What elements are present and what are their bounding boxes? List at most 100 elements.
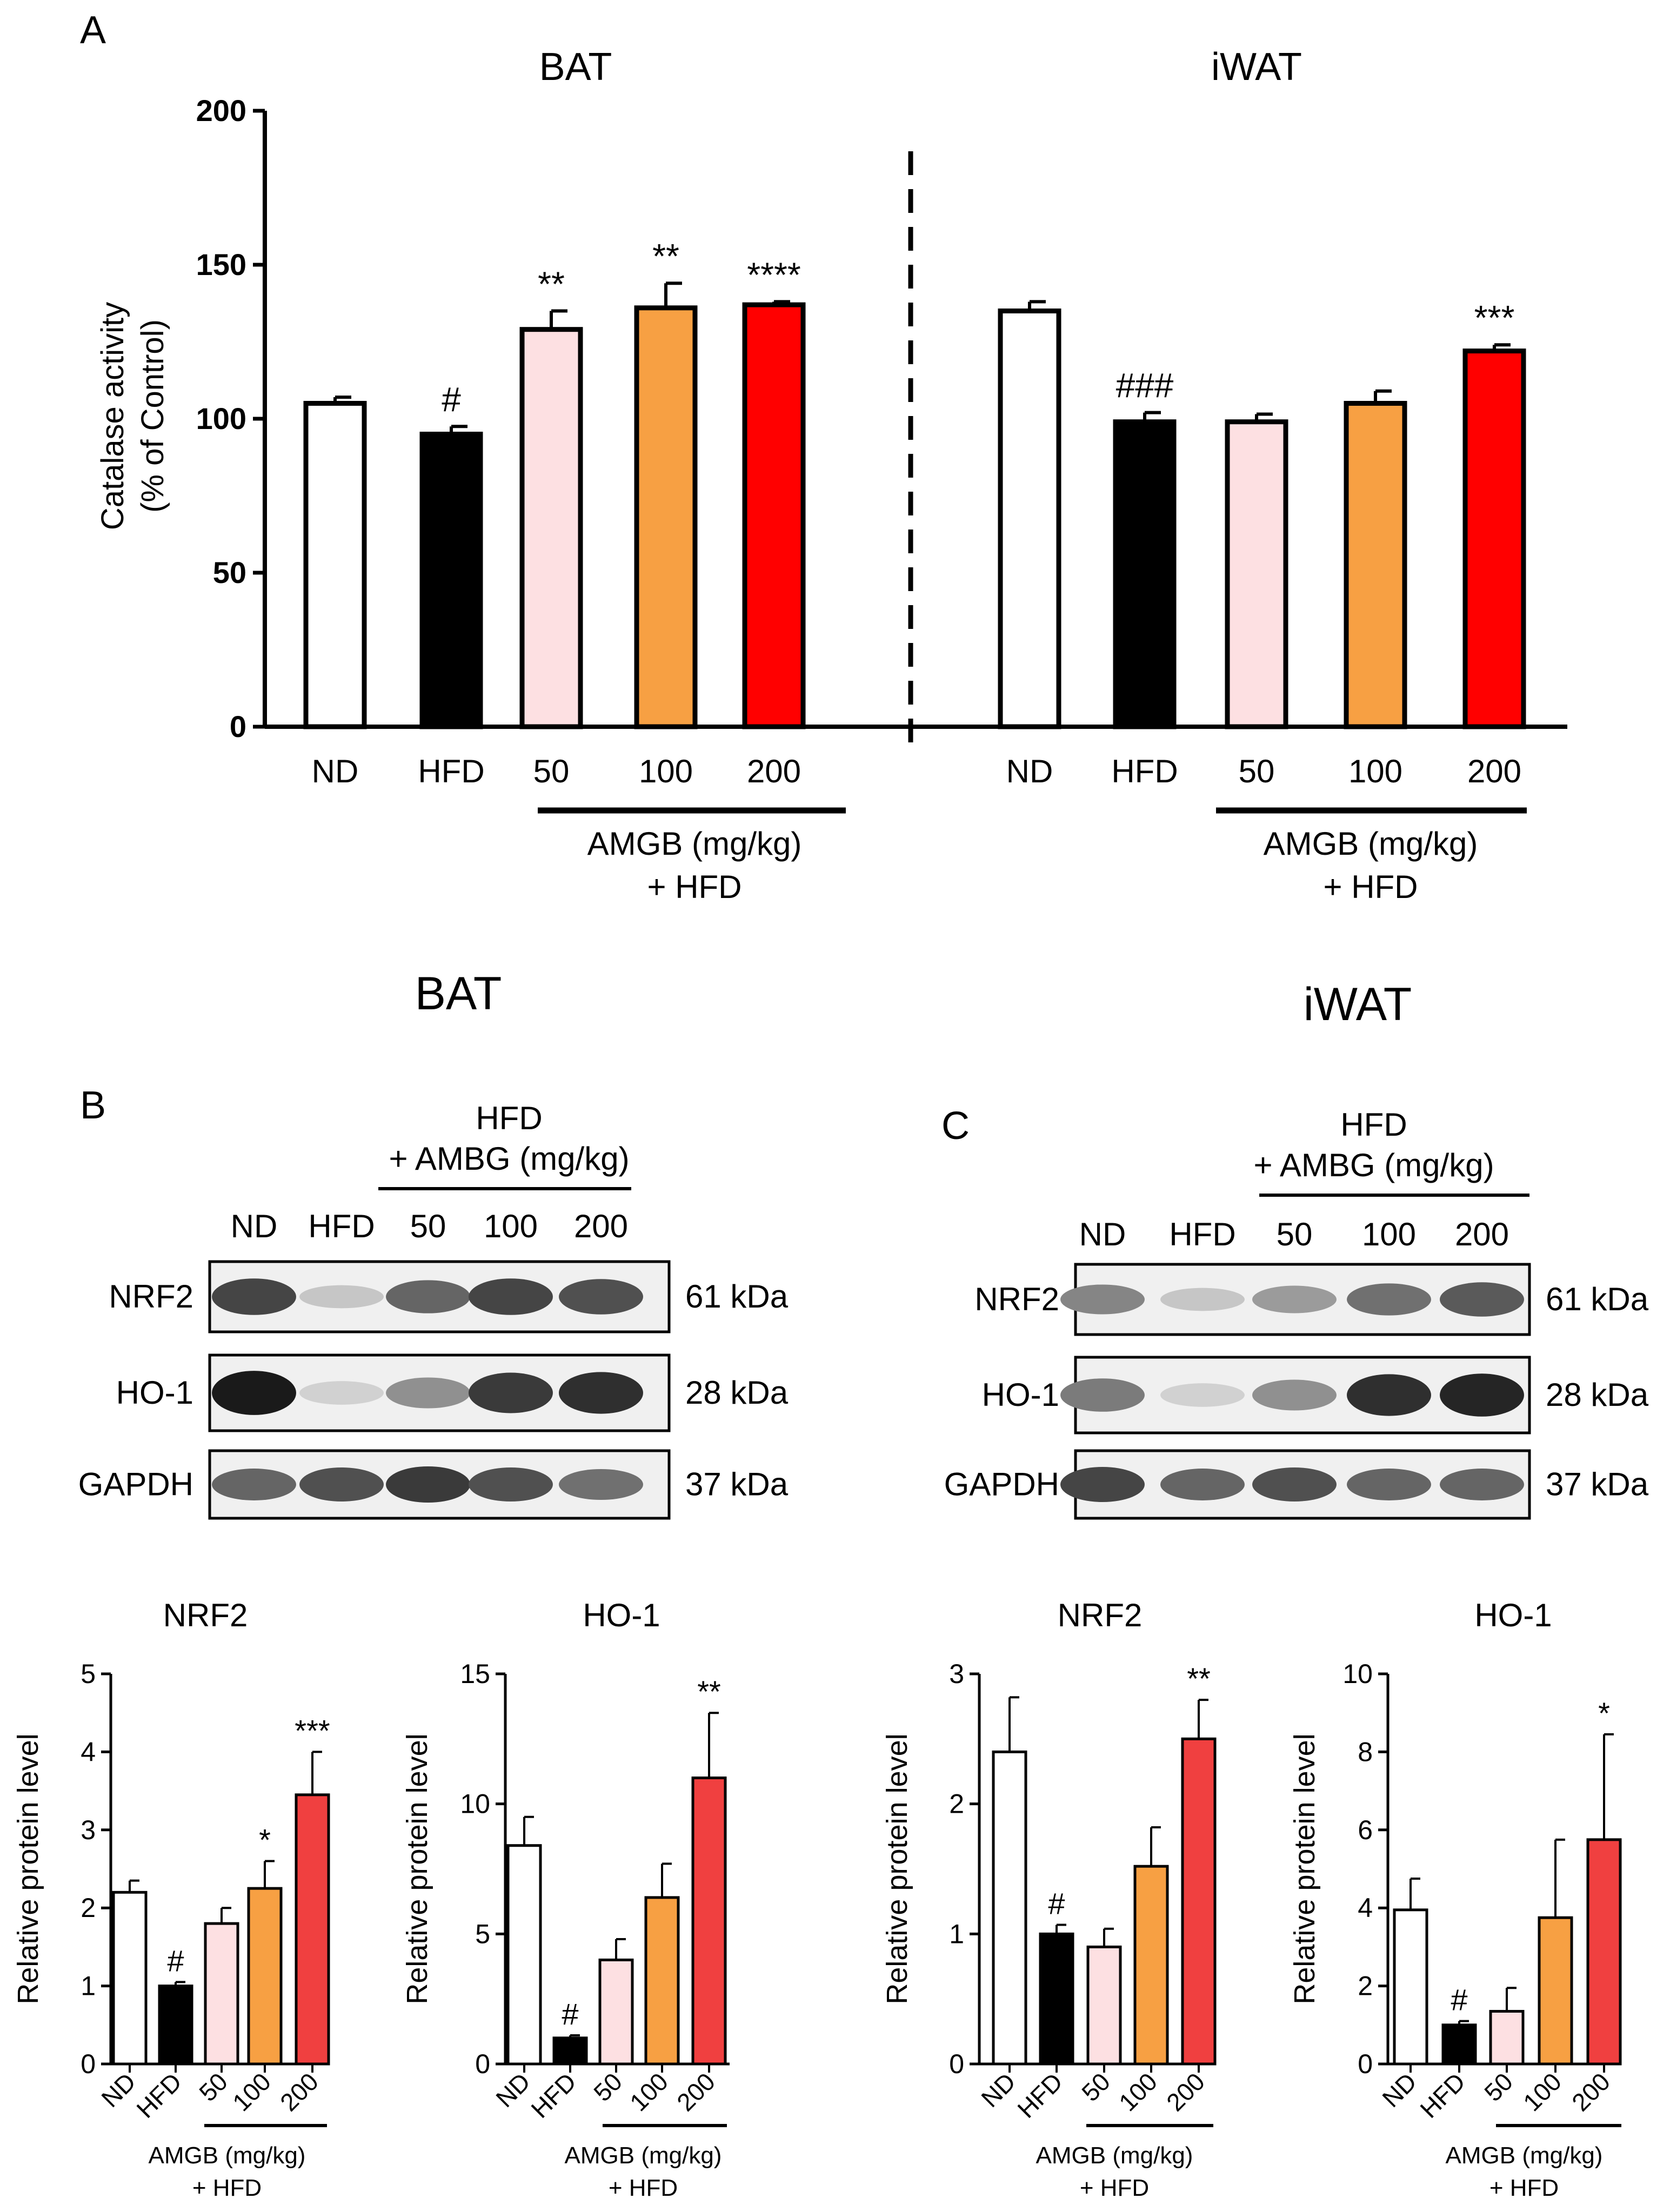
panel-a-bat-title: BAT [539, 45, 612, 89]
blot-band [1252, 1285, 1337, 1313]
group-label-line2: + HFD [1489, 2175, 1559, 2201]
significance-label: # [442, 380, 461, 419]
x-tick-label: 200 [747, 753, 801, 789]
bar-B-HO-1-ND [506, 1844, 542, 2066]
blot-lane-label: 50 [410, 1208, 446, 1244]
x-tick-label: 50 [193, 2067, 233, 2107]
blot-lane-label: HFD [308, 1208, 375, 1244]
panel-a-bat-group-label-line1: AMGB (mg/kg) [587, 826, 802, 862]
significance-label: * [259, 1823, 271, 1857]
panel-letter-a: A [80, 9, 106, 52]
blot-band [1252, 1379, 1337, 1411]
chart-y-tick-label: 0 [475, 2049, 490, 2079]
x-tick-label: 50 [1239, 753, 1275, 789]
x-tick-label: 100 [227, 2067, 276, 2116]
x-tick-label: 200 [275, 2067, 324, 2116]
bar-A-iWAT-HFD [1113, 419, 1177, 729]
x-tick-label: 200 [1467, 753, 1521, 789]
blot-band [469, 1278, 553, 1315]
blot-band [386, 1280, 470, 1313]
chart-y-tick-label: 10 [1342, 1659, 1373, 1689]
bar-B-HO-1-200 [691, 1777, 727, 2066]
chart-y-tick-label: 2 [949, 1789, 964, 1819]
chart-y-tick-label: 0 [1358, 2049, 1373, 2079]
blot-band [1060, 1467, 1145, 1502]
panel-a-ylabel-line1: Catalase activity [95, 302, 130, 530]
bar-B-NRF2-100 [247, 1887, 283, 2066]
blot-row-label-HO-1: HO-1 [116, 1375, 193, 1411]
group-label-line1: AMGB (mg/kg) [1446, 2142, 1603, 2169]
chart-y-tick-label: 15 [460, 1659, 490, 1689]
chart-title: NRF2 [1058, 1597, 1143, 1633]
blot-kda-label: 37 kDa [1546, 1466, 1649, 1503]
x-tick-label: 50 [533, 753, 570, 789]
bar-C-HO-1-ND [1393, 1908, 1428, 2066]
panel-a-iwat-title: iWAT [1211, 45, 1302, 89]
blot-kda-label: 61 kDa [685, 1278, 789, 1315]
blot-lane-label: HFD [1169, 1216, 1235, 1252]
x-tick-label: HFD [418, 753, 484, 789]
bar-C-NRF2-50 [1086, 1945, 1122, 2066]
blot-band [1440, 1282, 1524, 1317]
panel-a-y-tick-label: 100 [196, 401, 246, 435]
chart-title: NRF2 [163, 1597, 248, 1633]
significance-label: *** [295, 1713, 330, 1747]
blot-row-label-NRF2: NRF2 [974, 1281, 1059, 1317]
bar-C-NRF2-200 [1181, 1737, 1217, 2066]
x-tick-label: 100 [639, 753, 693, 789]
chart-y-axis-title: Relative protein level [1288, 1733, 1321, 2004]
bar-C-HO-1-HFD [1441, 2023, 1477, 2066]
western-iwat-title: iWAT [1304, 978, 1412, 1030]
group-label-line1: AMGB (mg/kg) [565, 2142, 722, 2169]
significance-label: # [562, 1997, 578, 2031]
blot-band [559, 1469, 643, 1500]
bar-A-BAT-HFD [419, 432, 483, 729]
blot-lane-label: 200 [574, 1208, 628, 1244]
panel-a-y-tick-label: 150 [196, 247, 246, 281]
x-tick-label: ND [1377, 2067, 1422, 2113]
blot-band [299, 1467, 384, 1502]
panel-a-ylabel-line2: (% of Control) [135, 319, 170, 513]
x-tick-label: 200 [671, 2067, 720, 2116]
chart-title: HO-1 [1474, 1597, 1552, 1633]
bar-C-HO-1-200 [1586, 1838, 1622, 2066]
bar-C-HO-1-50 [1489, 2010, 1525, 2066]
bar-A-BAT-ND [303, 401, 367, 729]
x-tick-label: 100 [1518, 2067, 1567, 2116]
blot-kda-label: 37 kDa [685, 1466, 789, 1503]
blot-band [1252, 1467, 1337, 1502]
western-bat-title: BAT [415, 968, 502, 1020]
panel-letter-b: B [80, 1084, 106, 1127]
chart-y-tick-label: 10 [460, 1789, 490, 1819]
significance-label: # [1048, 1886, 1065, 1920]
x-tick-label: 50 [1479, 2067, 1518, 2107]
significance-label: ### [1116, 366, 1174, 405]
blot-row-label-GAPDH: GAPDH [78, 1466, 193, 1503]
significance-label: ** [652, 237, 679, 276]
group-label-line2: + HFD [1080, 2175, 1149, 2201]
bar-C-NRF2-100 [1133, 1865, 1169, 2066]
chart-y-axis-title: Relative protein level [881, 1733, 913, 2004]
chart-y-tick-label: 0 [81, 2049, 96, 2079]
chart-y-axis-title: Relative protein level [12, 1733, 44, 2004]
blot-band [1440, 1373, 1524, 1417]
bar-A-BAT-100 [634, 305, 698, 729]
x-tick-label: 200 [1161, 2067, 1210, 2116]
chart-y-tick-label: 8 [1358, 1737, 1373, 1767]
bar-A-BAT-200 [742, 302, 806, 729]
chart-y-tick-label: 2 [1358, 1971, 1373, 2001]
blot-band [1160, 1288, 1245, 1311]
x-tick-label: 100 [1348, 753, 1402, 789]
blot-band [1347, 1374, 1431, 1416]
blot-kda-label: 28 kDa [685, 1375, 789, 1411]
blot-band [559, 1372, 643, 1414]
bar-A-BAT-50 [519, 327, 583, 729]
blot-band [212, 1278, 296, 1315]
bar-A-iWAT-50 [1225, 419, 1288, 729]
panel-a-y-tick-label: 50 [213, 555, 246, 589]
blot-kda-label: 61 kDa [1546, 1281, 1649, 1317]
blot-band [386, 1377, 470, 1409]
bar-B-NRF2-ND [112, 1891, 148, 2066]
